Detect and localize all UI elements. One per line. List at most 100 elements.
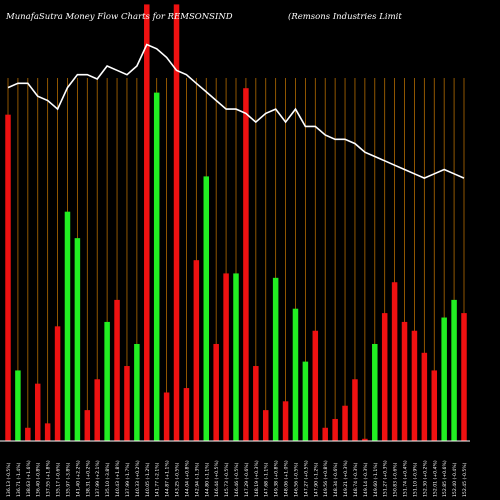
x-tick-label: 138.31 (+0.2%): [85, 460, 91, 497]
money-flow-bar: [233, 273, 239, 441]
x-tick-label: 142.94 (-1.3%): [194, 462, 200, 497]
money-flow-bar: [282, 401, 289, 441]
x-tick-label: 147.90 (-1.2%): [313, 462, 319, 497]
x-tick-label: 144.87 (+1.1%): [165, 460, 171, 497]
money-flow-bar: [223, 273, 229, 441]
money-flow-bar: [461, 313, 467, 441]
x-tick-labels: 136.13 (-0.5%) 136.71 (-1.4%) 138.63 (+1.6…: [6, 460, 468, 497]
x-tick-label: 149.60 (-1.1%): [373, 462, 379, 497]
x-tick-label: 137.99 (-1.7%): [125, 462, 131, 497]
money-flow-bar: [114, 299, 120, 441]
money-flow-bar: [381, 313, 388, 441]
x-tick-label: 136.71 (-1.4%): [16, 462, 22, 497]
money-flow-bar: [451, 299, 457, 441]
money-flow-bar: [312, 330, 319, 441]
money-flow-bar: [5, 114, 11, 441]
money-flow-bar: [253, 366, 259, 441]
money-flow-bar: [292, 308, 299, 441]
money-flow-bar: [352, 379, 358, 441]
money-flow-bar: [342, 405, 348, 441]
money-flow-bar: [262, 410, 269, 441]
money-flow-bar: [441, 317, 447, 441]
x-tick-label: 148.34 (-0.6%): [333, 462, 339, 497]
money-flow-bar: [144, 4, 150, 441]
money-flow-bar: [64, 211, 71, 441]
money-flow-bar: [372, 343, 378, 441]
x-tick-label: 144.04 (+0.8%): [184, 460, 190, 497]
x-tick-label: 147.27 (+0.5%): [303, 460, 309, 497]
x-tick-label: 135.17 (-0.6%): [56, 462, 62, 497]
x-tick-label: 149.56 (+0.8%): [323, 460, 329, 497]
x-tick-label: 148.19 (+0.3%): [254, 460, 260, 497]
money-flow-bar: [213, 343, 219, 441]
money-flow-bar: [74, 238, 81, 441]
x-tick-label: 140.33 (+0.2%): [135, 460, 141, 497]
money-flow-bar: [153, 92, 160, 442]
money-flow-bar: [362, 438, 368, 441]
x-tick-label: 146.46 (-0.5%): [234, 462, 240, 497]
x-tick-label: 135.97 (-3.8%): [65, 462, 71, 497]
money-flow-bar: [183, 388, 190, 441]
x-tick-label: 141.77 (-2.1%): [155, 462, 161, 497]
x-tick-label: 147.29 (-0.6%): [244, 462, 250, 497]
x-tick-label: 151.27 (+0.3%): [383, 460, 389, 497]
money-flow-bar: [94, 379, 100, 441]
chart-bars: [5, 4, 467, 442]
x-tick-label: 146.56 (-0.5%): [293, 462, 299, 497]
x-tick-label: 141.40 (+2.2%): [75, 460, 81, 497]
x-tick-label: 152.40 (-0.4%): [452, 462, 458, 497]
money-flow-bar: [173, 4, 180, 441]
money-flow-bar: [84, 410, 91, 441]
money-flow-bar: [302, 361, 309, 441]
x-tick-label: 135.10 (-3.8%): [105, 462, 111, 497]
x-tick-label: 137.55 (+1.8%): [46, 460, 52, 497]
x-tick-label: 140.43 (+1.8%): [115, 460, 121, 497]
money-flow-bar: [322, 427, 328, 441]
money-flow-bar: [391, 282, 398, 441]
chart-title-left: MunafaSutra Money Flow Charts for REMSON…: [6, 12, 233, 22]
money-flow-bar: [243, 88, 249, 441]
x-tick-label: 149.14 (-0.3%): [363, 462, 369, 497]
money-flow-bar: [104, 321, 110, 441]
money-flow-bar: [124, 366, 130, 441]
money-flow-bar: [25, 427, 31, 441]
x-tick-label: 148.06 (+1.0%): [284, 460, 290, 497]
x-tick-label: 148.74 (-0.3%): [353, 462, 359, 497]
x-tick-label: 152.30 (+0.2%): [422, 460, 428, 497]
money-flow-bar: [163, 392, 170, 441]
money-flow-bar: [421, 352, 428, 441]
money-flow-bar: [401, 321, 408, 441]
money-flow-bar: [431, 370, 438, 441]
x-tick-label: 144.80 (-1.1%): [204, 462, 210, 497]
x-tick-label: 136.13 (-0.5%): [6, 462, 12, 497]
x-tick-label: 151.10 (-0.9%): [412, 462, 418, 497]
x-tick-label: 149.38 (+0.8%): [274, 460, 280, 497]
money-flow-line: [7, 43, 465, 179]
x-tick-label: 136.40 (-0.8%): [36, 462, 42, 497]
money-flow-bar: [193, 260, 200, 441]
money-flow-bar: [332, 418, 338, 441]
x-tick-label: 138.63 (+1.6%): [26, 460, 32, 497]
x-tick-label: 147.68 (-1.1%): [264, 462, 270, 497]
chart-title-right: (Remsons Industries Limit: [288, 12, 402, 22]
money-flow-bar: [203, 176, 210, 441]
money-flow-bar: [272, 277, 279, 441]
money-flow-bar: [34, 383, 41, 441]
money-flow-bar: [134, 343, 140, 441]
x-tick-label: 152.85 (+0.6%): [442, 460, 448, 497]
x-tick-label: 137.99 (+2.1%): [95, 460, 101, 497]
money-flow-bar: [411, 330, 418, 441]
x-tick-label: 149.21 (+0.3%): [343, 460, 349, 497]
x-tick-label: 152.01 (+0.4%): [432, 460, 438, 497]
x-tick-label: 143.25 (-0.5%): [175, 462, 181, 497]
x-tick-label: 150.83 (-0.6%): [393, 462, 399, 497]
money-flow-bar: [15, 370, 21, 441]
x-tick-label: 151.74 (+0.4%): [403, 460, 409, 497]
x-tick-label: 145.73 (-0.5%): [224, 462, 230, 497]
x-tick-label: 140.05 (-1.2%): [145, 462, 151, 497]
money-flow-bar: [54, 326, 61, 441]
money-flow-bar: [44, 423, 51, 441]
x-tick-label: 152.45 (-0.5%): [462, 462, 468, 497]
x-tick-label: 146.44 (+0.5%): [214, 460, 220, 497]
